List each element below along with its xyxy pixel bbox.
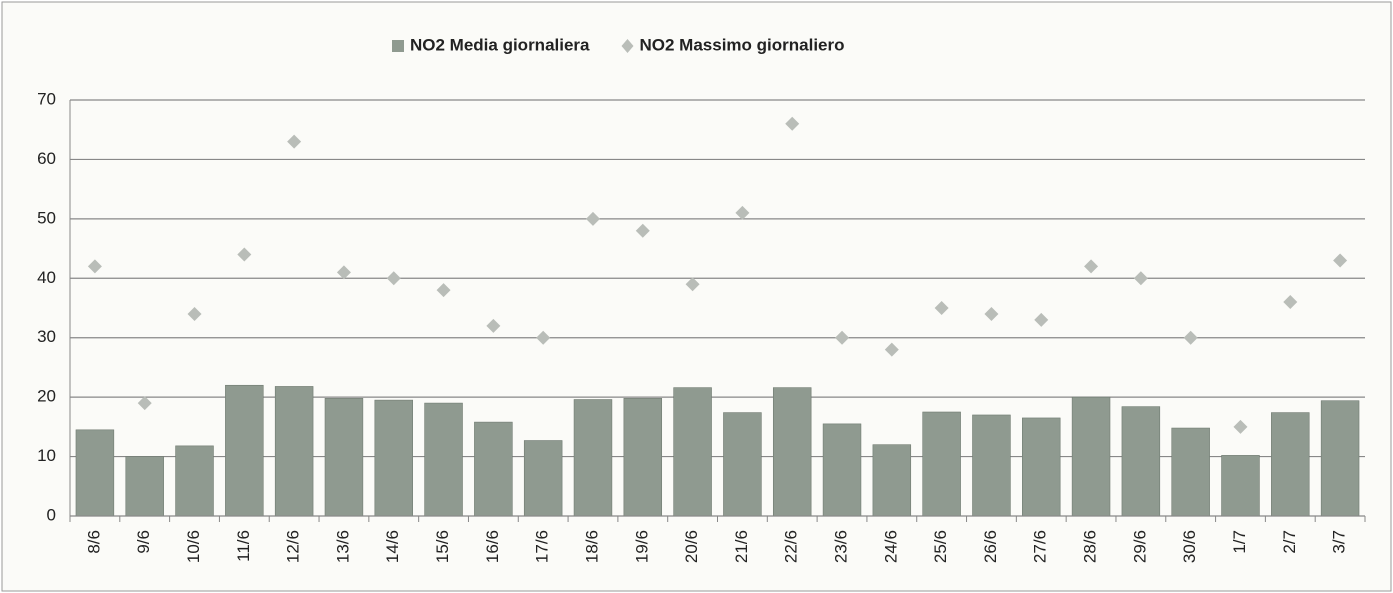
- bar: [1271, 412, 1310, 517]
- marker: [386, 271, 401, 286]
- bar: [972, 414, 1011, 517]
- bar: [125, 456, 164, 517]
- bar: [175, 445, 214, 517]
- x-tick-label: 25/6: [931, 530, 950, 563]
- bar: [75, 429, 115, 517]
- x-tick-label: 20/6: [682, 530, 701, 563]
- x-tick-label: 18/6: [582, 530, 601, 563]
- bar: [822, 423, 862, 517]
- bar: [1171, 427, 1210, 517]
- bar: [723, 412, 762, 517]
- marker: [1233, 419, 1248, 434]
- marker: [1333, 253, 1348, 268]
- x-tick-label: 17/6: [533, 530, 552, 563]
- x-tick-label: 28/6: [1081, 530, 1100, 563]
- y-tick-label: 20: [37, 387, 56, 406]
- bar: [1071, 396, 1111, 517]
- marker: [1084, 259, 1099, 274]
- marker: [1283, 295, 1298, 310]
- marker: [835, 330, 850, 345]
- bar: [772, 387, 812, 517]
- x-tick-label: 27/6: [1031, 530, 1050, 563]
- x-tick-label: 3/7: [1330, 530, 1349, 554]
- x-tick-label: 21/6: [732, 530, 751, 563]
- legend-label: NO2 Media giornaliera: [410, 35, 590, 54]
- x-tick-label: 8/6: [84, 530, 103, 554]
- marker: [735, 205, 750, 220]
- marker: [585, 211, 600, 226]
- bar: [523, 440, 563, 517]
- bar: [623, 398, 663, 517]
- marker: [187, 306, 202, 321]
- x-tick-label: 24/6: [881, 530, 900, 563]
- bar: [922, 411, 961, 517]
- y-tick-label: 60: [37, 149, 56, 168]
- x-tick-label: 23/6: [832, 530, 851, 563]
- x-tick-label: 13/6: [333, 530, 352, 563]
- y-tick-label: 30: [37, 327, 56, 346]
- marker: [635, 223, 650, 238]
- x-tick-label: 2/7: [1280, 530, 1299, 554]
- legend-label: NO2 Massimo giornaliero: [640, 35, 845, 54]
- x-tick-label: 30/6: [1180, 530, 1199, 563]
- marker: [1183, 330, 1198, 345]
- x-tick-label: 16/6: [483, 530, 502, 563]
- marker: [934, 301, 949, 315]
- marker: [785, 116, 800, 131]
- marker: [436, 283, 451, 298]
- y-tick-label: 50: [37, 208, 56, 227]
- x-tick-label: 12/6: [284, 530, 303, 563]
- y-tick-label: 0: [47, 505, 56, 524]
- bar: [474, 421, 513, 517]
- bar: [324, 398, 364, 517]
- x-tick-label: 1/7: [1230, 530, 1249, 554]
- bar: [1221, 455, 1260, 517]
- marker: [486, 318, 501, 333]
- x-tick-label: 19/6: [632, 530, 651, 563]
- bar: [573, 399, 613, 517]
- marker: [1034, 312, 1049, 327]
- bar: [1320, 400, 1360, 517]
- bar: [673, 387, 712, 517]
- marker: [984, 306, 999, 321]
- marker: [1133, 271, 1148, 286]
- legend-swatch: [392, 40, 404, 52]
- bar: [274, 386, 314, 517]
- marker: [336, 265, 351, 280]
- marker: [685, 277, 700, 292]
- x-tick-label: 11/6: [234, 530, 253, 562]
- bar: [1121, 406, 1161, 517]
- y-tick-label: 10: [37, 446, 56, 465]
- bar: [1022, 417, 1061, 517]
- bar: [225, 384, 264, 517]
- marker: [237, 247, 252, 262]
- marker: [536, 330, 551, 345]
- y-tick-label: 70: [37, 89, 56, 108]
- marker: [287, 134, 302, 149]
- x-tick-label: 9/6: [134, 530, 153, 554]
- y-tick-label: 40: [37, 268, 56, 287]
- bar: [872, 444, 912, 517]
- bar: [424, 402, 463, 517]
- bar: [374, 399, 413, 517]
- marker: [884, 342, 899, 357]
- x-tick-label: 29/6: [1130, 530, 1149, 563]
- x-tick-label: 22/6: [782, 530, 801, 563]
- legend-swatch: [621, 39, 634, 53]
- x-tick-label: 10/6: [184, 530, 203, 563]
- x-tick-label: 15/6: [433, 530, 452, 563]
- x-tick-label: 14/6: [383, 530, 402, 563]
- marker: [137, 396, 152, 411]
- x-tick-label: 26/6: [981, 530, 1000, 563]
- marker: [87, 259, 102, 274]
